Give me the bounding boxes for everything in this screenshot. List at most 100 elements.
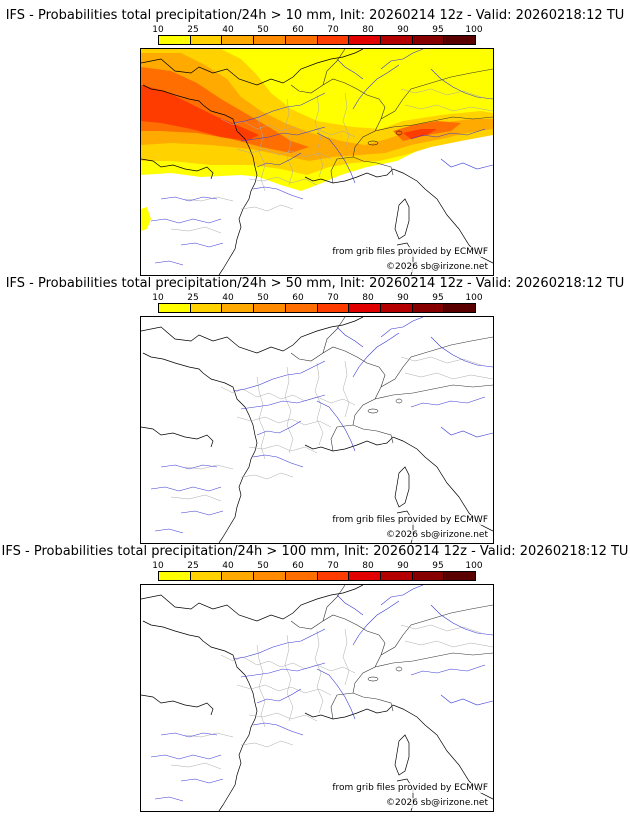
legend-tick-label: 70	[327, 25, 339, 35]
legend-swatch	[444, 36, 476, 44]
coastline	[141, 49, 493, 275]
legend-labels: 10 25 40 50 60 70 80 90 95 100	[152, 561, 482, 571]
map-panel-10mm: IFS - Probabilities total precipitation/…	[0, 8, 630, 276]
coastline	[141, 585, 493, 811]
rivers	[150, 317, 493, 534]
country-borders	[290, 49, 493, 184]
legend-tick-label: 70	[327, 561, 339, 571]
legend-swatch	[444, 572, 476, 580]
panel-title: IFS - Probabilities total precipitation/…	[5, 8, 625, 23]
legend-swatch	[412, 304, 445, 312]
legend-tick-label: 60	[292, 561, 304, 571]
legend-swatch	[254, 36, 286, 44]
island-corsica	[394, 198, 410, 240]
legend-swatch	[159, 36, 191, 44]
color-legend	[158, 571, 476, 581]
legend-swatch	[317, 36, 350, 44]
legend-swatch	[349, 304, 381, 312]
probability-field	[141, 49, 493, 231]
country-borders	[290, 585, 493, 720]
island-corsica	[394, 466, 410, 508]
probability-band	[141, 85, 259, 141]
coastline	[141, 317, 493, 543]
legend-tick-label: 40	[222, 25, 234, 35]
legend-labels: 10 25 40 50 60 70 80 90 95 100	[152, 293, 482, 303]
legend-tick-label: 90	[397, 293, 409, 303]
legend-swatch	[412, 572, 445, 580]
lake-geneva	[367, 676, 379, 682]
map-frame: from grib files provided by ECMWF ©2026 …	[140, 48, 494, 276]
legend-tick-label: 25	[187, 561, 199, 571]
legend-swatch	[285, 572, 318, 580]
legend-tick-label: 100	[465, 25, 483, 35]
probability-band	[403, 129, 437, 139]
copyright-credit: ©2026 sb@irizone.net	[385, 798, 489, 808]
legend-tick-label: 90	[397, 561, 409, 571]
legend-tick-label: 10	[152, 25, 164, 35]
legend-swatch	[285, 304, 318, 312]
legend-tick-label: 50	[257, 25, 269, 35]
lake-constance	[395, 398, 403, 404]
copyright-credit: ©2026 sb@irizone.net	[385, 530, 489, 540]
lakes	[367, 130, 403, 146]
map-canvas	[141, 585, 493, 811]
regional-borders	[170, 88, 493, 234]
legend-tick-label: 10	[152, 293, 164, 303]
legend-tick-label: 70	[327, 293, 339, 303]
legend-tick-label: 95	[432, 293, 444, 303]
legend-swatch	[254, 304, 286, 312]
map-frame: from grib files provided by ECMWF ©2026 …	[140, 584, 494, 812]
legend-swatch	[222, 304, 255, 312]
legend-swatch	[190, 36, 223, 44]
legend-swatch	[349, 36, 381, 44]
legend-swatch	[159, 572, 191, 580]
legend-tick-label: 80	[362, 561, 374, 571]
source-credit: from grib files provided by ECMWF	[331, 783, 489, 793]
legend-swatch	[190, 304, 223, 312]
source-credit: from grib files provided by ECMWF	[331, 515, 489, 525]
legend-swatch	[159, 304, 191, 312]
lakes	[367, 398, 403, 414]
legend-tick-label: 95	[432, 561, 444, 571]
legend-tick-label: 60	[292, 293, 304, 303]
legend-swatch	[285, 36, 318, 44]
legend-tick-label: 100	[465, 293, 483, 303]
source-credit: from grib files provided by ECMWF	[331, 247, 489, 257]
legend-tick-label: 50	[257, 561, 269, 571]
country-borders	[290, 317, 493, 452]
map-canvas	[141, 49, 493, 275]
map-panel-100mm: IFS - Probabilities total precipitation/…	[0, 544, 630, 812]
rivers	[150, 49, 493, 266]
lake-geneva	[367, 140, 379, 146]
panel-title: IFS - Probabilities total precipitation/…	[1, 544, 629, 559]
lake-constance	[395, 130, 403, 136]
probability-band	[141, 207, 151, 231]
lake-constance	[395, 666, 403, 672]
legend-tick-label: 95	[432, 25, 444, 35]
legend-tick-label: 40	[222, 561, 234, 571]
legend-tick-label: 25	[187, 293, 199, 303]
panel-title: IFS - Probabilities total precipitation/…	[5, 276, 625, 291]
regional-borders	[170, 624, 493, 770]
island-corsica	[394, 734, 410, 776]
lake-geneva	[367, 408, 379, 414]
legend-swatch	[349, 572, 381, 580]
map-panel-50mm: IFS - Probabilities total precipitation/…	[0, 276, 630, 544]
legend-swatch	[222, 572, 255, 580]
legend-tick-label: 100	[465, 561, 483, 571]
legend-swatch	[380, 572, 413, 580]
copyright-credit: ©2026 sb@irizone.net	[385, 262, 489, 272]
rivers	[150, 585, 493, 802]
regional-borders	[170, 356, 493, 502]
legend-tick-label: 50	[257, 293, 269, 303]
legend-swatch	[380, 304, 413, 312]
map-frame: from grib files provided by ECMWF ©2026 …	[140, 316, 494, 544]
legend-swatch	[317, 572, 350, 580]
legend-swatch	[412, 36, 445, 44]
legend-tick-label: 25	[187, 25, 199, 35]
map-canvas	[141, 317, 493, 543]
legend-tick-label: 90	[397, 25, 409, 35]
legend-tick-label: 40	[222, 293, 234, 303]
legend-swatch	[190, 572, 223, 580]
color-legend	[158, 35, 476, 45]
